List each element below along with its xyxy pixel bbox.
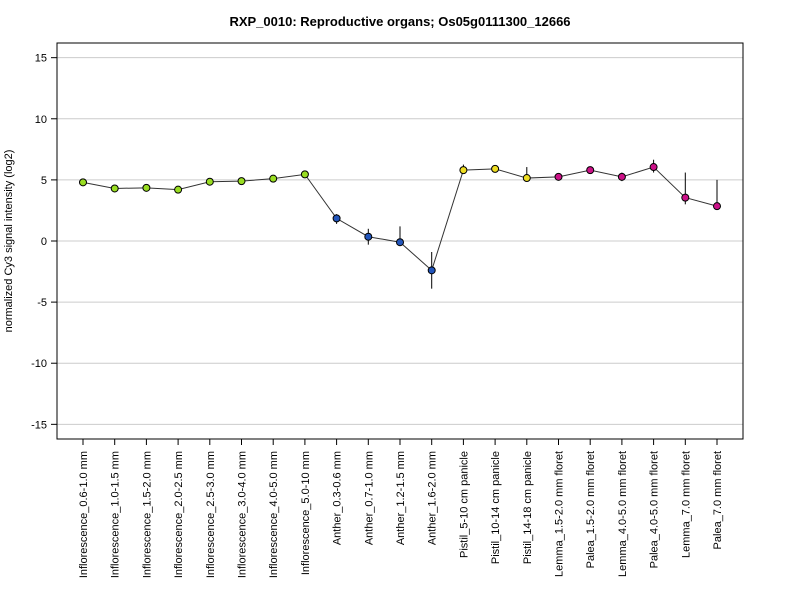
data-point <box>332 214 341 223</box>
y-tick-label: -15 <box>31 419 47 431</box>
x-tick-label: Palea_4.0-5.0 mm floret <box>649 451 661 568</box>
series-polyline <box>82 166 718 272</box>
x-tick-label: Lemma_7.0 mm floret <box>680 451 692 558</box>
x-tick-label: Anther_0.7-1.0 mm <box>363 451 375 545</box>
data-point <box>237 177 246 186</box>
x-tick-label: Lemma_4.0-5.0 mm floret <box>617 451 629 577</box>
data-point <box>396 238 404 247</box>
x-tick-label: Pistil_5-10 cm panicle <box>458 451 470 558</box>
data-point <box>617 172 626 181</box>
data-point <box>681 193 690 202</box>
x-tick-label: Pistil_10-14 cm panicle <box>490 451 502 564</box>
data-point <box>713 202 721 211</box>
data-points <box>79 163 721 275</box>
x-tick-label: Inflorescence_1.0-1.5 mm <box>110 451 122 578</box>
data-point <box>364 232 373 241</box>
data-point <box>554 172 563 181</box>
x-tick-label: Inflorescence_5.0-10 mm <box>300 451 312 575</box>
data-point <box>142 183 151 192</box>
x-tick-label: Anther_0.3-0.6 mm <box>332 451 344 545</box>
y-tick-label: -5 <box>37 297 47 309</box>
data-point <box>586 166 595 175</box>
data-point <box>205 177 214 186</box>
data-point <box>522 174 531 183</box>
x-tick-label: Inflorescence_2.0-2.5 mm <box>173 451 185 578</box>
data-point <box>459 166 468 175</box>
x-tick-label: Inflorescence_4.0-5.0 mm <box>268 451 280 578</box>
y-axis: 15 10 5 0 -5 -10 -15 <box>31 53 57 431</box>
x-tick-label: Anther_1.2-1.5 mm <box>395 451 407 545</box>
y-axis-label: normalized Cy3 signal intensity (log2) <box>3 150 15 333</box>
x-tick-label: Inflorescence_3.0-4.0 mm <box>237 451 249 578</box>
series-line <box>82 166 718 272</box>
data-point <box>649 163 658 172</box>
data-point <box>79 178 87 187</box>
y-tick-label: 10 <box>35 114 47 126</box>
x-tick-label: Inflorescence_0.6-1.0 mm <box>78 451 90 578</box>
data-point <box>269 174 278 183</box>
y-tick-label: 15 <box>35 53 47 65</box>
data-point <box>174 185 183 194</box>
y-tick-label: 0 <box>41 236 47 248</box>
x-tick-label: Inflorescence_2.5-3.0 mm <box>205 451 217 578</box>
data-point <box>110 184 119 193</box>
y-tick-label: -10 <box>31 358 47 370</box>
x-tick-label: Inflorescence_1.5-2.0 mm <box>141 451 153 578</box>
x-tick-label: Anther_1.6-2.0 mm <box>427 451 439 545</box>
x-tick-label: Palea_1.5-2.0 mm floret <box>585 451 597 568</box>
y-tick-label: 5 <box>41 175 47 187</box>
data-point <box>427 266 436 275</box>
data-point <box>491 164 500 173</box>
x-tick-label: Palea_7.0 mm floret <box>712 451 724 549</box>
x-tick-label: Pistil_14-18 cm panicle <box>522 451 534 564</box>
x-axis: Inflorescence_0.6-1.0 mm Inflorescence_1.… <box>78 439 724 578</box>
grid <box>57 57 743 425</box>
chart-title: RXP_0010: Reproductive organs; Os05g0111… <box>229 14 570 29</box>
data-point <box>300 170 309 179</box>
x-tick-label: Lemma_1.5-2.0 mm floret <box>554 451 566 577</box>
